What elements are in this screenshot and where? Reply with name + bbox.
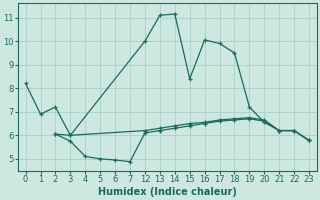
X-axis label: Humidex (Indice chaleur): Humidex (Indice chaleur) [98,187,237,197]
